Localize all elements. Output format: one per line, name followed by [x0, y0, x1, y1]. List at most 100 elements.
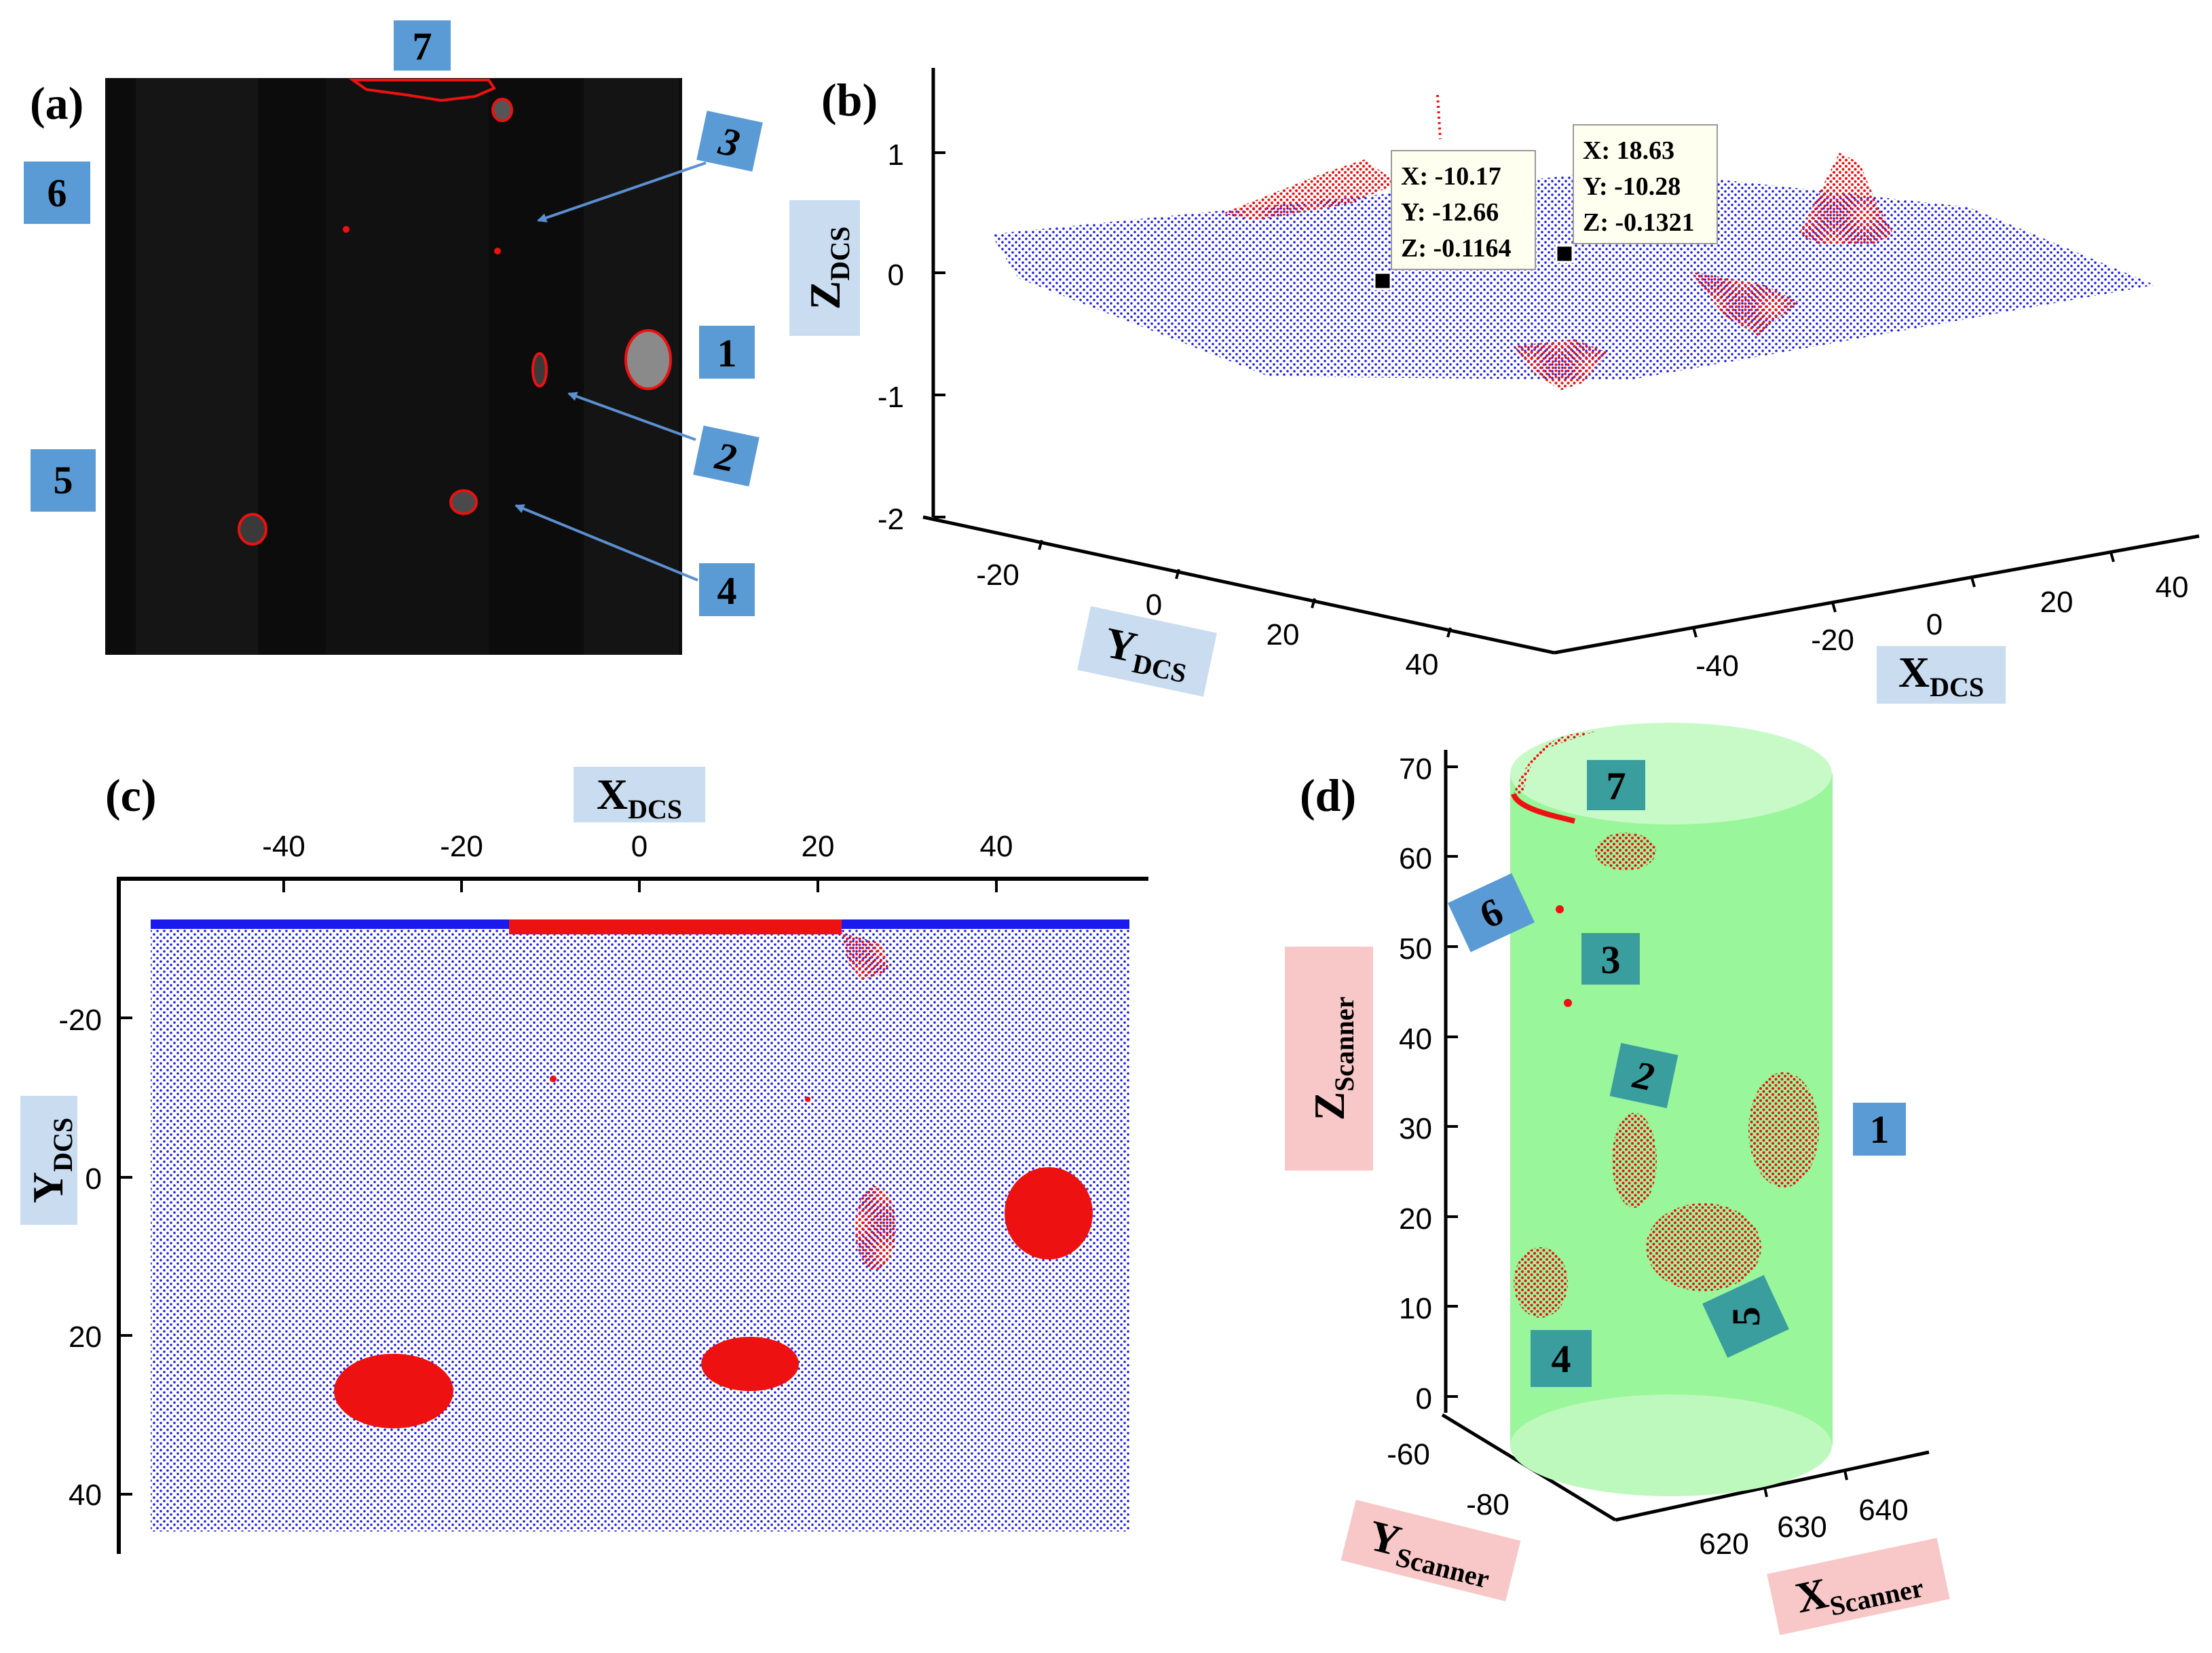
x-axis-label: XDCS — [574, 767, 705, 824]
x-axis-label: XScanner — [1767, 1538, 1950, 1635]
x-tick-label: -40 — [1695, 649, 1739, 683]
svg-text:4: 4 — [1552, 1337, 1571, 1381]
z-tick-label: 40 — [1399, 1023, 1432, 1056]
defect-points — [1514, 339, 1609, 390]
defect-points — [1436, 94, 1442, 140]
z-tick-label: 0 — [888, 259, 904, 292]
defect-5 — [1646, 1203, 1761, 1291]
y-tick-label: 0 — [1146, 588, 1162, 622]
z-axis-label: ZDCS — [789, 200, 860, 336]
y-tick-label: 40 — [69, 1479, 102, 1512]
arrow-4 — [514, 504, 698, 582]
label-box-7: 7 — [1587, 760, 1645, 810]
svg-text:X: 18.63: X: 18.63 — [1583, 136, 1674, 165]
z-tick-marks — [933, 151, 945, 518]
panel-d-label: (d) — [1300, 770, 1356, 821]
svg-text:YDCS: YDCS — [24, 1118, 78, 1203]
label-box-7: 7 — [394, 20, 451, 71]
datatip-2: X: 18.63 Y: -10.28 Z: -0.1321 — [1573, 124, 1718, 244]
x-axis — [1554, 534, 2200, 655]
defect-points — [1222, 159, 1398, 221]
defect-3 — [550, 1076, 557, 1082]
label-box-1: 1 — [699, 326, 755, 379]
x-tick-label: -20 — [440, 830, 483, 863]
label-box-4: 4 — [699, 563, 755, 616]
x-axis-label: XDCS — [1877, 646, 2006, 704]
label-box-3: 3 — [1581, 933, 1640, 985]
x-tick-marks — [1763, 1470, 1848, 1498]
defect-contour-5 — [238, 513, 267, 546]
y-tick-label: 20 — [1267, 618, 1300, 651]
label-box-1: 1 — [1853, 1103, 1906, 1156]
panel-b: (b) 1 0 -1 -2 -20 0 20 40 — [789, 68, 2200, 704]
defect-3 — [805, 1097, 810, 1102]
y-tick-marks — [1038, 539, 1452, 638]
y-axis-label: YDCS — [1077, 606, 1217, 697]
svg-text:4: 4 — [717, 569, 737, 613]
z-tick-label: 50 — [1399, 932, 1432, 966]
point-cloud-topview — [151, 919, 1129, 1532]
defect-7 — [1514, 732, 1595, 794]
defect-contour-2 — [531, 352, 548, 387]
y-axis-label: YDCS — [20, 1096, 78, 1225]
y-tick-label: 20 — [69, 1320, 102, 1354]
defect-7 — [1511, 793, 1575, 824]
z-tick-label: -1 — [878, 381, 904, 414]
x-tick-marks — [1692, 552, 2115, 638]
defect-6 — [842, 933, 889, 981]
panel-a-label: (a) — [30, 77, 83, 129]
defect-dot — [494, 248, 501, 254]
data-cursor-marker — [1555, 244, 1574, 263]
y-tick-label: -20 — [58, 1004, 102, 1037]
x-tick-label: 0 — [1926, 608, 1943, 641]
defect-contour-small — [491, 98, 513, 122]
defect-2 — [855, 1186, 896, 1270]
x-tick-label: 630 — [1777, 1510, 1826, 1544]
z-tick-label: 20 — [1399, 1202, 1432, 1236]
z-tick-marks — [1446, 765, 1458, 1398]
svg-text:XDCS: XDCS — [1898, 648, 1984, 702]
label-box-3: 3 — [696, 111, 763, 172]
svg-text:5: 5 — [54, 458, 73, 502]
z-axis-label: ZScanner — [1285, 947, 1373, 1171]
defect-5 — [334, 1354, 453, 1428]
svg-text:ZScanner: ZScanner — [1305, 997, 1360, 1121]
tick-marks — [119, 879, 998, 1496]
defect-6 — [1595, 833, 1656, 871]
svg-text:Y: -10.28: Y: -10.28 — [1583, 172, 1681, 201]
defect-3 — [1556, 905, 1564, 913]
z-tick-label: 30 — [1399, 1112, 1432, 1145]
arrow-2 — [567, 392, 696, 441]
x-tick-label: -40 — [262, 830, 305, 863]
label-box-6: 6 — [1447, 873, 1535, 953]
label-box-6: 6 — [24, 162, 90, 224]
svg-text:7: 7 — [1607, 764, 1626, 808]
defect-4 — [1514, 1247, 1568, 1318]
z-tick-label: 70 — [1399, 753, 1432, 786]
panel-b-label: (b) — [821, 74, 878, 126]
defect-2 — [1612, 1113, 1657, 1208]
z-tick-label: 60 — [1399, 842, 1432, 875]
data-cursor-marker — [1373, 271, 1392, 290]
svg-text:Y: -12.66: Y: -12.66 — [1401, 198, 1499, 227]
label-box-5: 5 — [31, 449, 96, 512]
label-box-2: 2 — [1609, 1042, 1679, 1109]
x-tick-label: 40 — [980, 830, 1013, 863]
defect-points — [1690, 271, 1799, 336]
svg-text:Z: -0.1321: Z: -0.1321 — [1583, 208, 1695, 237]
defect-contour-1 — [624, 329, 672, 390]
svg-text:ZDCS: ZDCS — [801, 227, 855, 310]
svg-text:XDCS: XDCS — [597, 770, 682, 824]
defect-4 — [701, 1337, 799, 1391]
x-tick-label: 0 — [631, 830, 648, 863]
x-tick-label: 40 — [2156, 571, 2189, 604]
y-tick-label: 40 — [1406, 648, 1439, 681]
x-tick-label: -20 — [1811, 624, 1854, 657]
svg-text:X: -10.17: X: -10.17 — [1401, 162, 1501, 191]
svg-text:1: 1 — [1870, 1107, 1890, 1152]
y-axis-label: YScanner — [1341, 1500, 1521, 1601]
defect-1 — [1005, 1167, 1093, 1259]
svg-text:5: 5 — [1724, 1307, 1768, 1327]
x-tick-label: 20 — [2040, 586, 2074, 619]
panel-c-label: (c) — [105, 770, 156, 821]
